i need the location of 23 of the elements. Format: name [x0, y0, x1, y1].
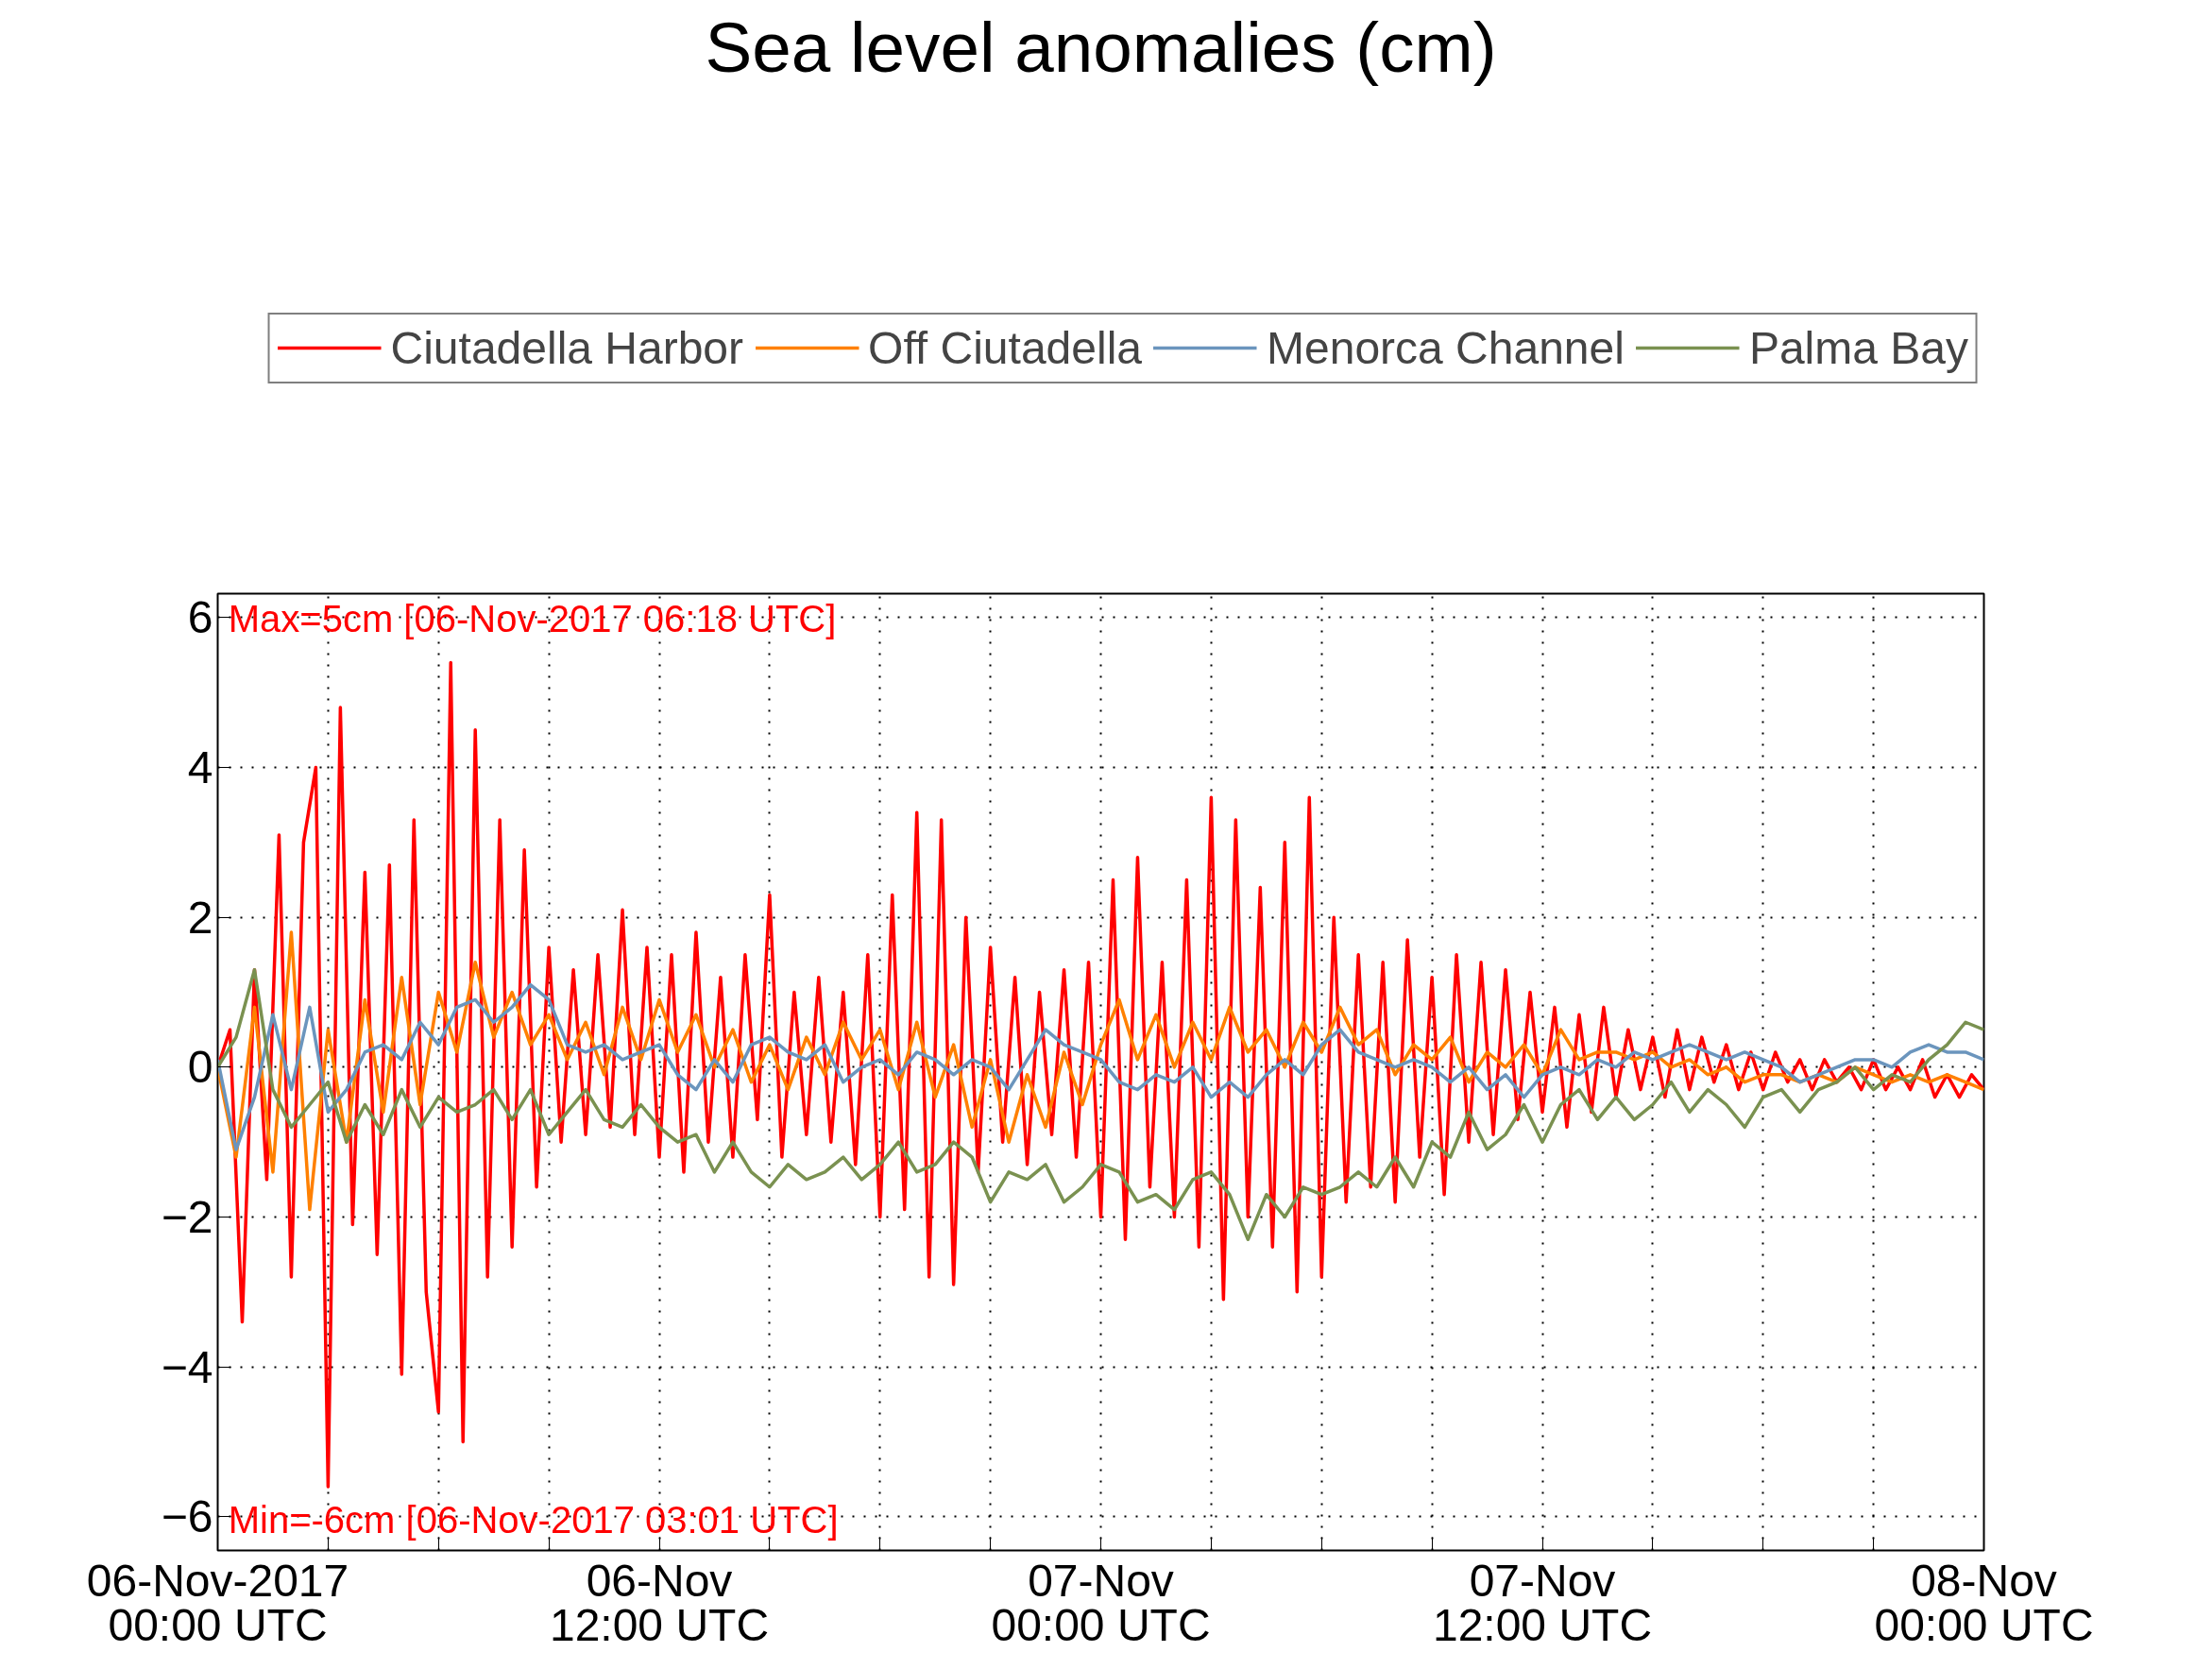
- y-tick-label: −6: [161, 1491, 213, 1542]
- x-tick-label: 08-Nov 00:00 UTC: [1874, 1555, 2094, 1651]
- x-tick-label: 06-Nov 12:00 UTC: [549, 1555, 770, 1651]
- chart-title: Sea level anomalies (cm): [705, 7, 1497, 87]
- y-tick-label: 6: [187, 592, 213, 643]
- line-series: [217, 660, 1984, 1489]
- legend-label: Off Ciutadella: [868, 321, 1142, 374]
- line-series: [217, 930, 1984, 1212]
- y-tick-label: −4: [161, 1341, 213, 1392]
- line-series: [217, 982, 1984, 1151]
- legend-label: Menorca Channel: [1267, 321, 1625, 374]
- y-tick-label: 0: [187, 1042, 213, 1093]
- line-series: [217, 967, 1984, 1242]
- annotation: Max=5cm [06-Nov-2017 06:18 UTC]: [228, 597, 837, 639]
- y-tick-label: −2: [161, 1192, 213, 1242]
- legend-label: Palma Bay: [1748, 321, 1968, 374]
- x-tick-label: 07-Nov 12:00 UTC: [1432, 1555, 1653, 1651]
- legend-label: Ciutadella Harbor: [390, 321, 744, 374]
- x-tick-label: 06-Nov-2017 00:00 UTC: [86, 1555, 349, 1651]
- y-tick-label: 4: [187, 742, 213, 793]
- x-tick-label: 07-Nov 00:00 UTC: [991, 1555, 1211, 1651]
- y-tick-label: 2: [187, 892, 213, 943]
- annotation: Min=-6cm [06-Nov-2017 03:01 UTC]: [228, 1499, 839, 1541]
